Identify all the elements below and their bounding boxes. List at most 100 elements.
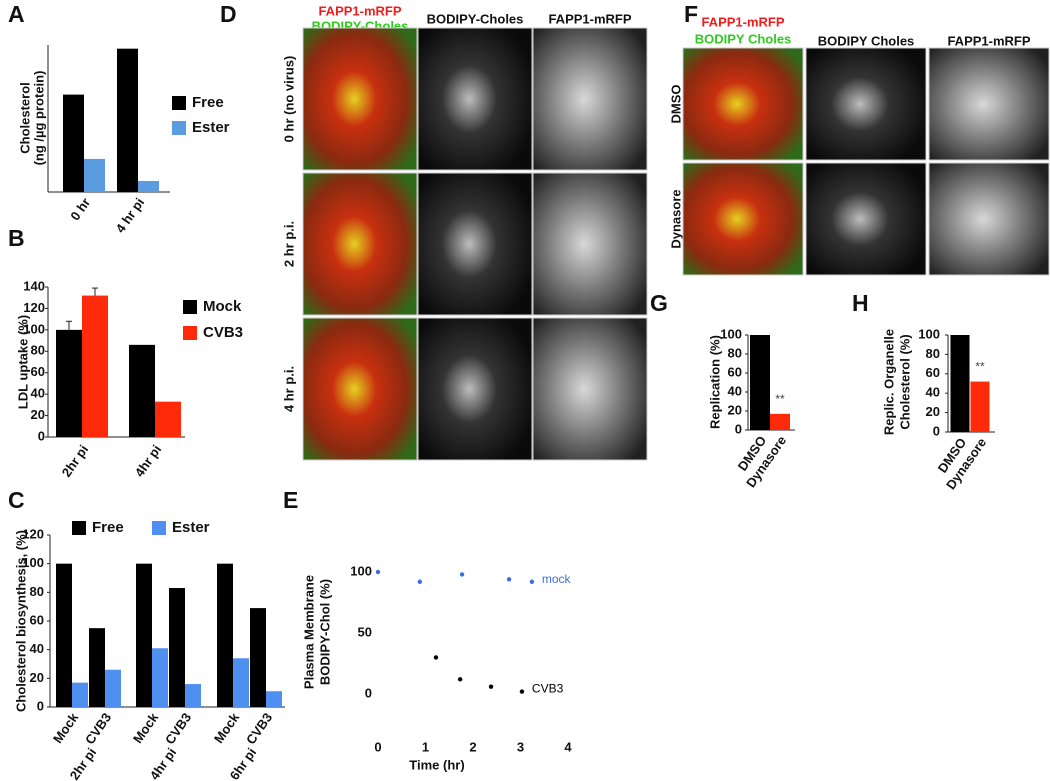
bar [217,563,233,707]
row-label: DMSO [668,85,683,124]
micrograph [805,162,927,276]
column-label: BODIPY-Choles [427,11,524,26]
legend-label: Free [192,94,224,111]
y-tick-label: 120 [22,526,44,541]
row-label: 4 hr p.i. [281,366,296,412]
bar [129,344,155,437]
y-tick-label: 100 [918,326,940,341]
y-tick-label: 0 [735,421,742,436]
legend-swatch [183,326,197,340]
y-axis-label: Cholesterol biosynthesis, (%) [13,530,28,712]
y-tick-label: 120 [23,300,45,315]
y-tick-label: 100 [22,555,44,570]
y-tick-label: 140 [23,278,45,293]
bar [152,648,168,707]
data-point [506,577,512,582]
x-tick-label: 4hr pi [132,442,165,480]
bar [970,381,990,432]
bar [185,684,201,707]
micrograph [417,317,533,461]
legend-swatch [183,300,197,314]
legend-label: Ester [172,519,210,536]
bar [72,682,88,707]
bar [250,608,266,707]
y-tick-label: 80 [30,584,44,599]
y-tick-label: 40 [30,641,44,656]
x-tick-label: 1 [422,739,429,754]
panel-letter: E [283,487,298,513]
data-point [457,677,463,682]
y-axis-label: Cholesterol (%) [897,334,912,429]
x-tick-label: 0 hr [67,195,93,223]
y-tick-label: 40 [926,385,940,400]
x-tick-label: 3 [517,739,524,754]
data-point [417,579,422,584]
x-axis-label: Time (hr) [409,757,464,772]
y-tick-label: 20 [728,402,742,417]
legend-swatch [152,521,166,535]
legend-swatch [72,521,86,535]
y-tick-label: 60 [30,612,44,627]
column-label: BODIPY Choles [818,33,915,48]
x-tick-label: Mock [50,709,82,745]
y-axis-label: Cholesterol [17,82,32,154]
y-axis-label: LDL uptake (%) [15,315,30,409]
series-label: CVB3 [532,682,564,696]
panel-letter: F [684,1,698,27]
y-tick-label: 20 [926,404,940,419]
y-tick-label: 0 [933,423,940,438]
y-tick-label: 80 [31,343,45,358]
y-tick-label: 100 [720,326,742,341]
group-label: 2hr pi [67,745,100,781]
data-point [519,689,525,694]
x-tick-label: 2hr pi [59,442,92,480]
y-tick-label: 100 [23,321,45,336]
micrograph [532,27,648,171]
panel-letter: G [650,290,668,316]
bar [266,691,282,707]
legend-label: Mock [203,298,242,315]
bar [84,158,105,192]
bar [89,628,105,707]
x-tick-label: 4 [564,739,572,754]
series-label: mock [542,572,572,586]
bar [750,335,770,430]
group-label: 4hr pi [147,745,180,781]
micrograph [302,172,418,316]
micrograph [805,47,927,161]
y-tick-label: 50 [358,624,372,639]
legend-swatch [172,121,186,135]
micrograph [682,162,804,276]
micrograph [302,317,418,461]
data-point [375,569,381,575]
significance-label: ** [775,392,785,406]
x-tick-label: CVB3 [162,710,194,747]
x-tick-label: CVB3 [82,710,114,747]
bar [233,658,249,707]
column-label: FAPP1-mRFP [701,14,784,29]
data-point [488,684,494,689]
column-label: FAPP1-mRFP [548,11,631,26]
y-tick-label: 80 [926,346,940,361]
micrograph [417,27,533,171]
column-label: FAPP1-mRFP [947,33,1030,48]
legend-label: Free [92,519,124,536]
x-tick-label: Mock [130,709,162,745]
bar [56,329,82,437]
micrograph [928,162,1050,276]
data-point [433,655,439,660]
bar [56,563,72,707]
bar [105,669,121,707]
y-tick-label: 40 [728,383,742,398]
micrograph [682,47,804,161]
bar [155,401,181,437]
y-tick-label: 0 [38,428,45,443]
y-tick-label: 0 [365,685,372,700]
panel-letter: C [8,487,25,513]
y-tick-label: 80 [728,345,742,360]
y-tick-label: 60 [926,365,940,380]
micrograph [532,317,648,461]
micrograph [417,172,533,316]
bar [117,48,138,192]
